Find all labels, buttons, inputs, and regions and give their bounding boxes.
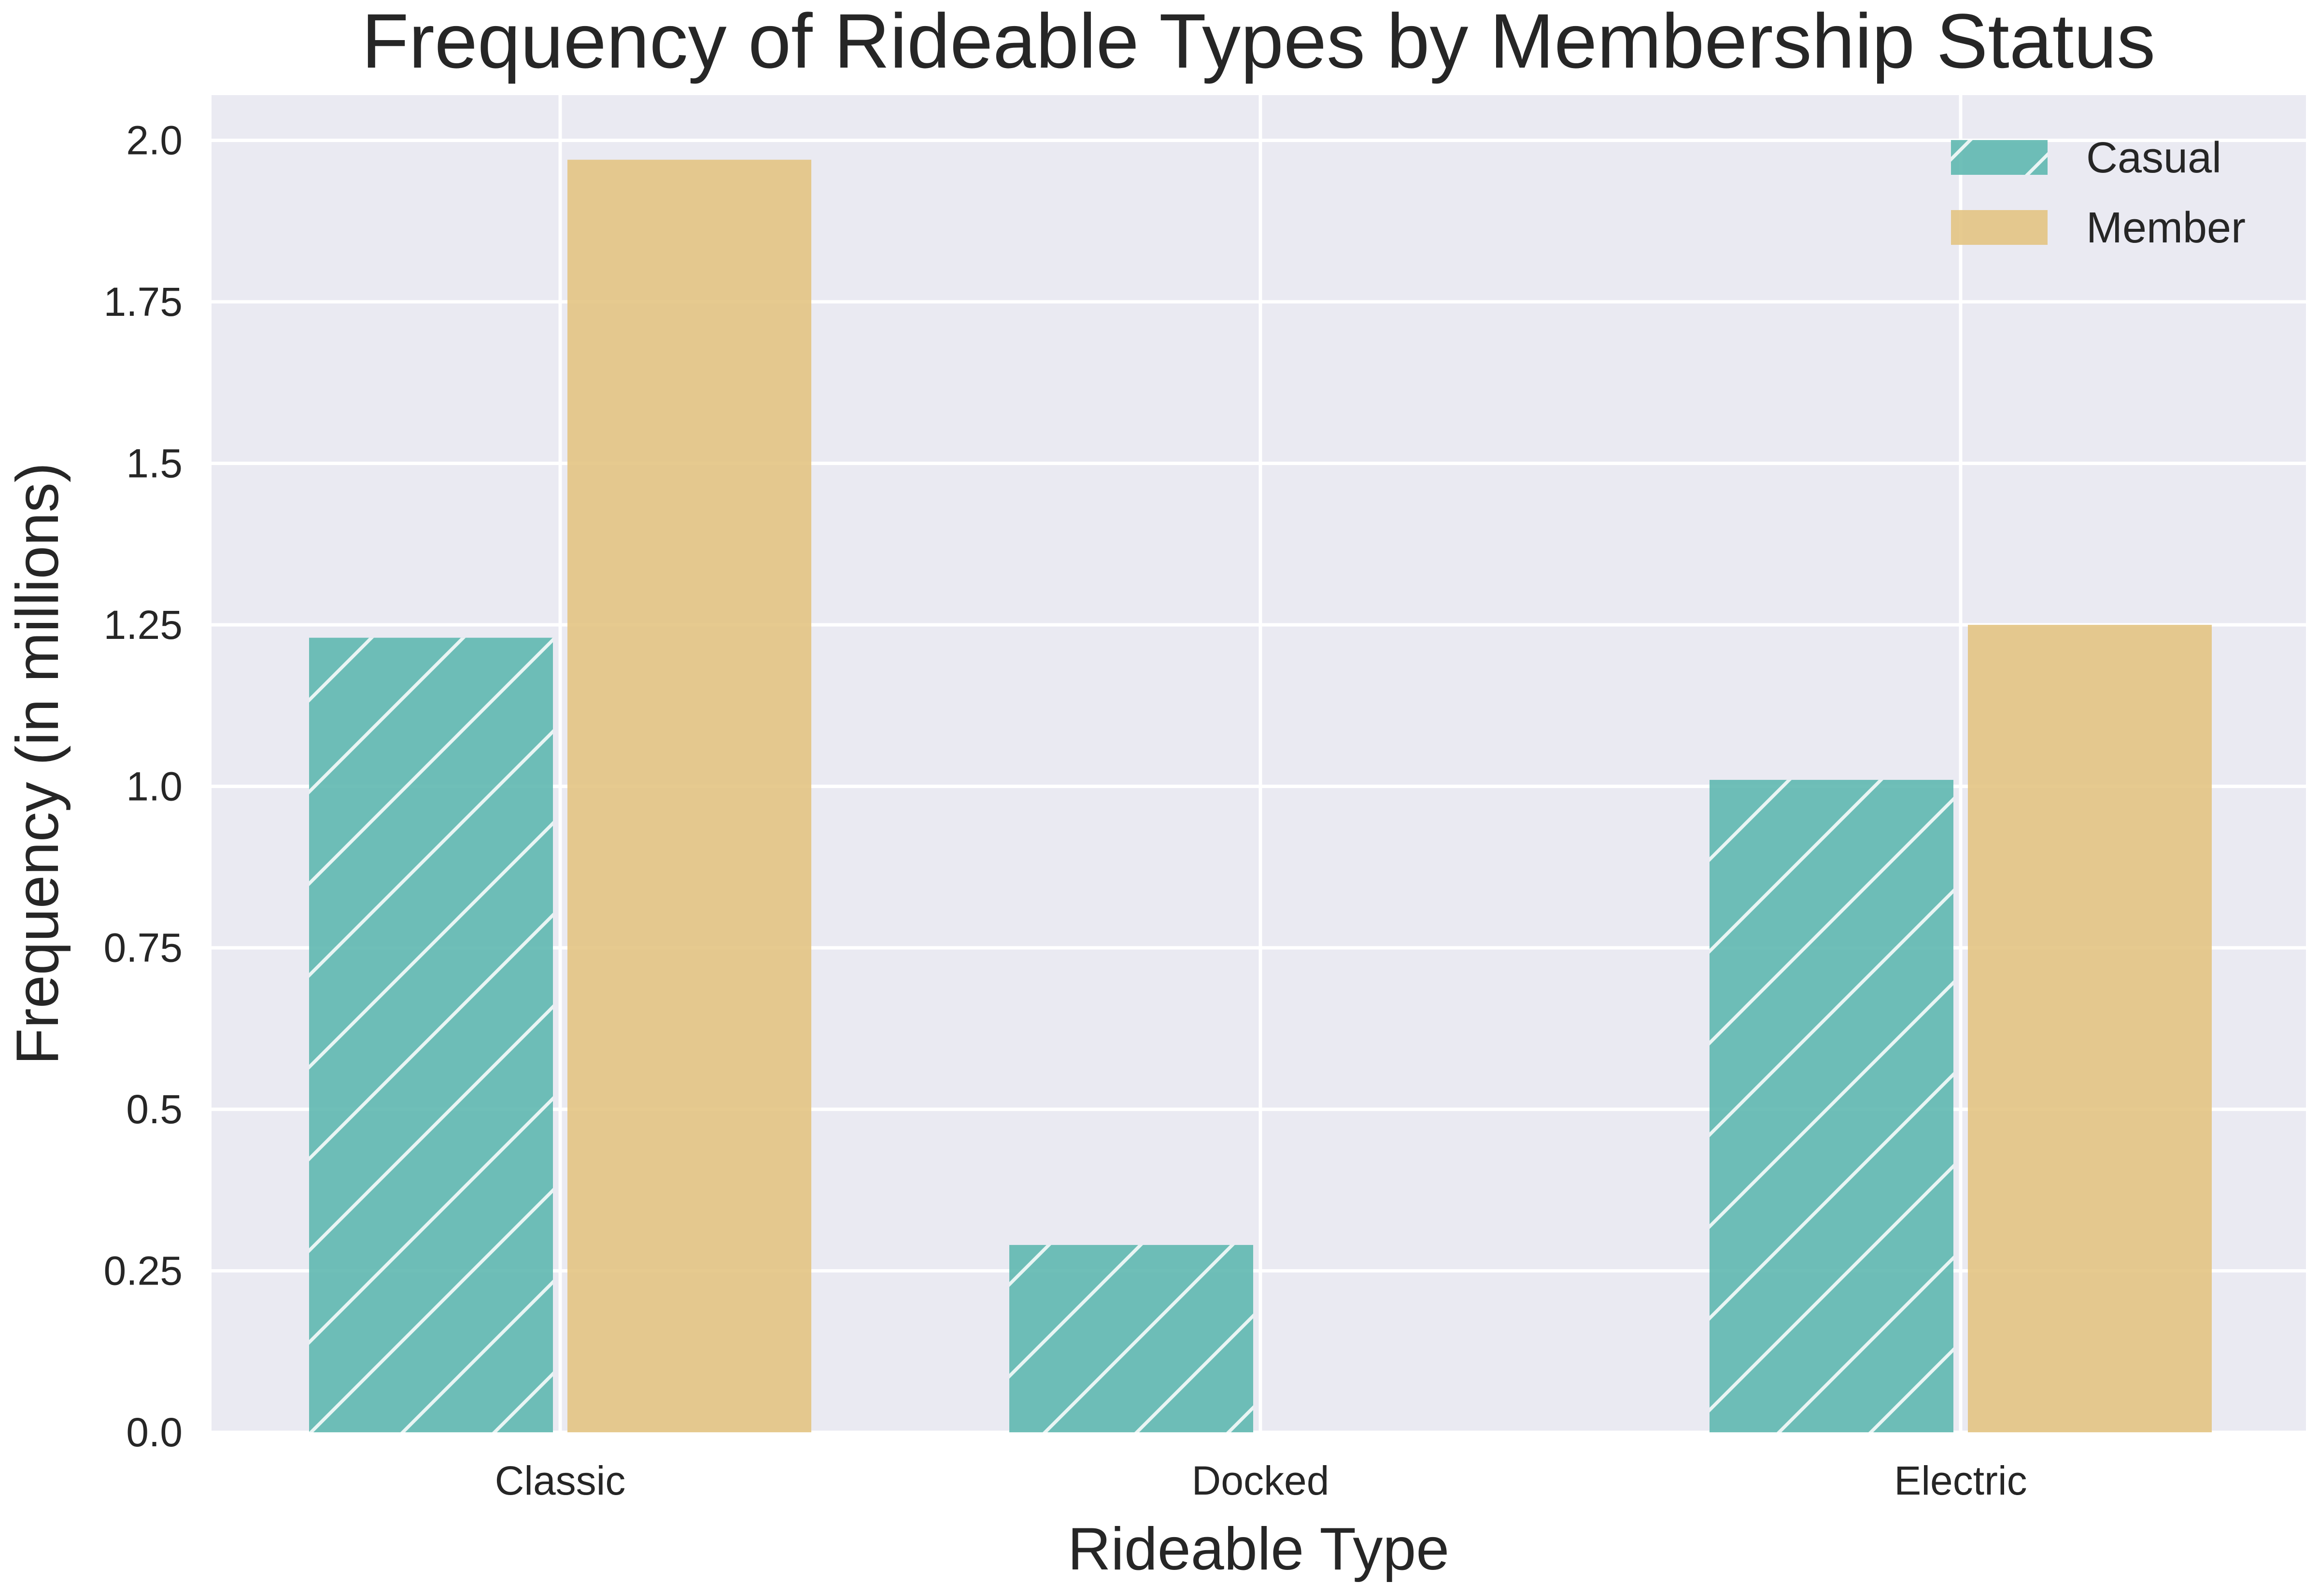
bar-member-electric [1968, 624, 2212, 1432]
y-tick-label: 0.5 [126, 1087, 183, 1132]
y-tick-label: 1.0 [126, 763, 183, 809]
y-tick-label: 1.25 [104, 602, 183, 648]
legend: Casual Member [1951, 134, 2246, 252]
legend-item-member: Member [1951, 204, 2246, 252]
x-axis-label: Rideable Type [1068, 1516, 1450, 1582]
chart-title: Frequency of Rideable Types by Membershi… [362, 0, 2156, 84]
x-tick-label-classic: Classic [495, 1458, 626, 1503]
grid [212, 95, 2306, 1434]
y-tick-label: 0.0 [126, 1410, 183, 1455]
y-tick-label: 1.75 [104, 279, 183, 325]
y-tick-label: 0.25 [104, 1248, 183, 1294]
y-tick-label: 0.75 [104, 925, 183, 971]
bars [309, 159, 2212, 1433]
legend-label-casual: Casual [2086, 134, 2221, 182]
bar-casual-classic [309, 637, 553, 1432]
y-axis-ticks: 0.0 0.25 0.5 0.75 1.0 1.25 1.5 1.75 2.0 [104, 118, 183, 1455]
bar-casual-electric [1710, 779, 1953, 1432]
legend-label-member: Member [2086, 204, 2246, 252]
y-tick-label: 2.0 [126, 118, 183, 163]
y-tick-label: 1.5 [126, 440, 183, 486]
x-tick-label-electric: Electric [1894, 1458, 2027, 1503]
bar-casual-docked [1009, 1245, 1253, 1432]
x-axis-ticks: Classic Docked Electric [495, 1458, 2027, 1503]
bar-member-classic [567, 159, 811, 1433]
x-tick-label-docked: Docked [1192, 1458, 1329, 1503]
y-axis-label: Frequency (in millions) [4, 463, 71, 1065]
legend-item-casual: Casual [1951, 134, 2221, 182]
legend-swatch-member [1951, 210, 2048, 245]
